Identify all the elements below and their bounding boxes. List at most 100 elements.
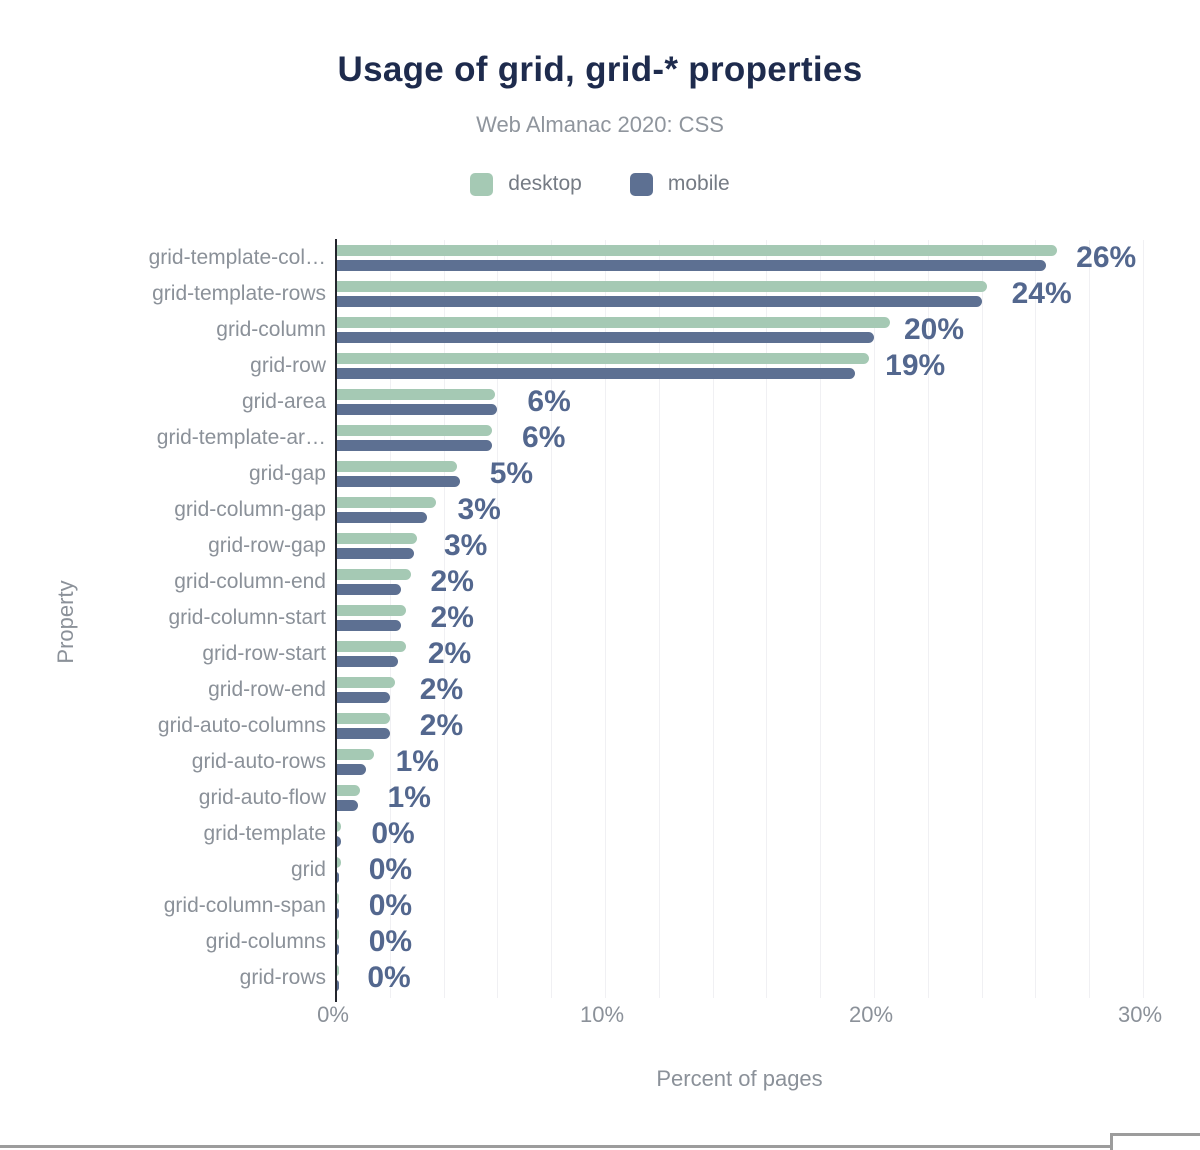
value-label-4: 19% bbox=[885, 349, 946, 382]
category-label-16: grid-auto-flow bbox=[198, 786, 326, 809]
gridline-6pct bbox=[497, 240, 499, 998]
gridline-16pct bbox=[766, 240, 768, 998]
y-axis-line bbox=[335, 239, 337, 1002]
gridline-2pct bbox=[389, 240, 391, 998]
bar-desktop-4 bbox=[336, 353, 869, 364]
bar-desktop-7 bbox=[336, 461, 458, 472]
gridline-22pct bbox=[927, 240, 929, 998]
category-label-8: grid-column-gap bbox=[174, 498, 326, 521]
chart-subtitle: Web Almanac 2020: CSS bbox=[476, 112, 724, 137]
bar-mobile-6 bbox=[336, 440, 493, 451]
bar-mobile-18 bbox=[336, 872, 339, 883]
value-label-2: 24% bbox=[1011, 277, 1072, 310]
value-label-16: 1% bbox=[387, 781, 431, 814]
figure-corner-step-vertical bbox=[1110, 1133, 1113, 1150]
category-label-19: grid-column-span bbox=[163, 894, 326, 917]
bar-desktop-20 bbox=[336, 929, 339, 940]
bar-mobile-3 bbox=[336, 332, 874, 343]
category-label-3: grid-column bbox=[216, 318, 326, 341]
bar-mobile-7 bbox=[336, 476, 460, 487]
value-label-6: 6% bbox=[522, 421, 566, 454]
bar-mobile-16 bbox=[336, 800, 358, 811]
value-label-17: 0% bbox=[371, 817, 415, 850]
bar-desktop-19 bbox=[336, 893, 339, 904]
x-tick-20%: 20% bbox=[848, 1002, 894, 1027]
value-label-18: 0% bbox=[368, 853, 413, 886]
legend-swatch-desktop bbox=[470, 172, 494, 196]
bar-desktop-13 bbox=[336, 677, 396, 688]
legend-item-mobile[interactable]: mobile bbox=[629, 172, 730, 196]
gridline-30pct bbox=[1143, 240, 1144, 998]
gridline-24pct bbox=[981, 240, 983, 998]
legend: desktop mobile bbox=[0, 172, 1200, 196]
bar-mobile-1 bbox=[336, 260, 1047, 271]
category-label-9: grid-row-gap bbox=[208, 534, 326, 557]
x-tick-30%: 30% bbox=[1117, 1002, 1163, 1027]
category-label-12: grid-row-start bbox=[202, 642, 326, 665]
bar-desktop-15 bbox=[336, 749, 374, 760]
figure-corner-step-horizontal bbox=[1110, 1133, 1200, 1136]
category-label-6: grid-template-ar… bbox=[156, 426, 326, 449]
bar-desktop-12 bbox=[336, 641, 406, 652]
category-label-15: grid-auto-rows bbox=[191, 750, 326, 773]
category-label-13: grid-row-end bbox=[208, 678, 326, 701]
bar-mobile-13 bbox=[336, 692, 390, 703]
bar-desktop-16 bbox=[336, 785, 361, 796]
bar-desktop-9 bbox=[336, 533, 417, 544]
legend-item-desktop[interactable]: desktop bbox=[470, 172, 582, 196]
category-label-7: grid-gap bbox=[248, 462, 326, 485]
x-tick-10%: 10% bbox=[579, 1002, 625, 1027]
bar-mobile-14 bbox=[336, 728, 390, 739]
bar-desktop-5 bbox=[336, 389, 495, 400]
bar-mobile-21 bbox=[336, 980, 339, 991]
value-label-7: 5% bbox=[489, 457, 534, 490]
category-label-14: grid-auto-columns bbox=[157, 714, 326, 737]
gridline-20pct bbox=[874, 240, 875, 998]
bar-desktop-17 bbox=[336, 821, 342, 832]
bar-desktop-14 bbox=[336, 713, 390, 724]
value-label-20: 0% bbox=[368, 925, 413, 958]
bar-desktop-1 bbox=[336, 245, 1057, 256]
value-label-12: 2% bbox=[427, 637, 472, 670]
gridline-28pct bbox=[1089, 240, 1091, 998]
category-label-2: grid-template-rows bbox=[152, 282, 326, 305]
gridline-4pct bbox=[443, 240, 445, 998]
bar-mobile-10 bbox=[336, 584, 401, 595]
figure-bottom-border bbox=[0, 1145, 1112, 1148]
bar-mobile-4 bbox=[336, 368, 856, 379]
legend-label-desktop: desktop bbox=[508, 172, 582, 195]
gridline-8pct bbox=[551, 240, 553, 998]
bar-desktop-6 bbox=[336, 425, 493, 436]
value-label-9: 3% bbox=[444, 529, 488, 562]
gridline-14pct bbox=[712, 240, 714, 998]
legend-swatch-mobile bbox=[629, 172, 653, 196]
gridline-18pct bbox=[820, 240, 822, 998]
value-label-8: 3% bbox=[457, 493, 501, 526]
value-label-3: 20% bbox=[904, 313, 965, 346]
bar-mobile-15 bbox=[336, 764, 366, 775]
y-axis-title: Property bbox=[53, 580, 78, 664]
value-label-15: 1% bbox=[395, 745, 439, 778]
value-label-14: 2% bbox=[419, 709, 464, 742]
category-label-11: grid-column-start bbox=[168, 606, 326, 629]
category-label-17: grid-template bbox=[203, 822, 326, 845]
gridline-10pct bbox=[605, 240, 606, 998]
bar-desktop-8 bbox=[336, 497, 436, 508]
bar-mobile-11 bbox=[336, 620, 401, 631]
bar-mobile-20 bbox=[336, 944, 339, 955]
gridline-12pct bbox=[658, 240, 660, 998]
category-label-18: grid bbox=[290, 858, 326, 881]
category-label-20: grid-columns bbox=[205, 930, 326, 953]
chart-title: Usage of grid, grid-* properties bbox=[337, 50, 863, 89]
category-label-10: grid-column-end bbox=[174, 570, 326, 593]
value-label-11: 2% bbox=[430, 601, 474, 634]
bar-mobile-12 bbox=[336, 656, 398, 667]
bar-mobile-9 bbox=[336, 548, 414, 559]
bar-mobile-2 bbox=[336, 296, 982, 307]
bar-desktop-10 bbox=[336, 569, 412, 580]
bar-desktop-3 bbox=[336, 317, 891, 328]
category-label-4: grid-row bbox=[250, 354, 326, 377]
category-label-5: grid-area bbox=[241, 390, 326, 413]
bar-desktop-21 bbox=[336, 965, 339, 976]
